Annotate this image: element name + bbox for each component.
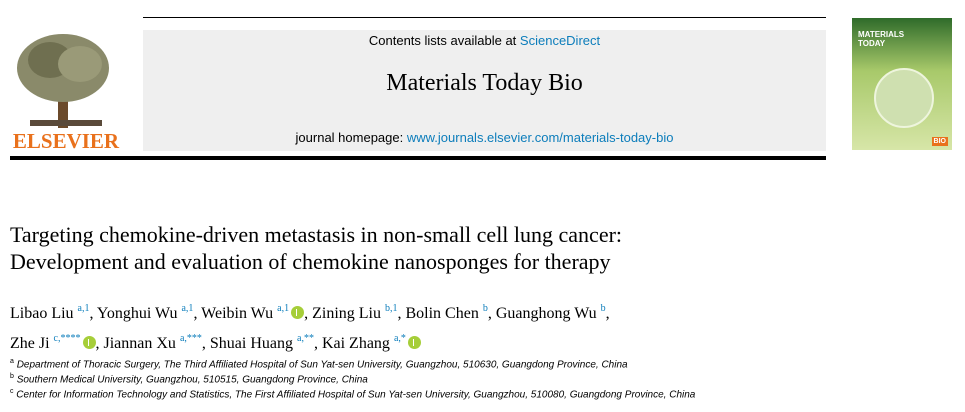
title-line: Targeting chemokine-driven metastasis in…	[10, 222, 623, 247]
cover-title: MATERIALS TODAY	[858, 30, 905, 48]
author-sup[interactable]: c,****	[53, 333, 81, 344]
publisher-name: ELSEVIER	[13, 129, 120, 152]
author-name: Kai Zhang	[321, 335, 390, 352]
article-title: Targeting chemokine-driven metastasis in…	[10, 221, 622, 275]
affiliation-label: b	[10, 373, 14, 380]
top-rule	[143, 17, 826, 18]
title-line: Development and evaluation of chemokine …	[10, 249, 611, 274]
author-sup[interactable]: a,*	[393, 333, 406, 344]
author-name: Bolin Chen	[405, 305, 479, 322]
separator: ,	[313, 335, 318, 352]
author-list: Libao Liu a,1, Yonghui Wu a,1, Weibin Wu…	[10, 296, 950, 356]
affiliation-label: c	[10, 388, 14, 395]
journal-name: Materials Today Bio	[386, 70, 583, 96]
author-sup[interactable]: a,1	[77, 303, 90, 314]
affiliation-label: a	[10, 358, 14, 365]
author-sup[interactable]: a,***	[179, 333, 202, 344]
separator: ,	[397, 305, 402, 322]
author-sup[interactable]: a,1	[277, 303, 290, 314]
author-sup[interactable]: a,**	[297, 333, 314, 344]
author-name: Libao Liu	[10, 305, 74, 322]
contents-link[interactable]: ScienceDirect	[519, 33, 601, 48]
affiliation-text: Center for Information Technology and St…	[16, 389, 696, 401]
author-name: Jiannan Xu	[103, 335, 176, 352]
publisher-logo: ELSEVIER	[13, 34, 120, 152]
affiliation-text: Department of Thoracic Surgery, The Thir…	[16, 359, 628, 371]
homepage-prefix: journal homepage:	[295, 130, 404, 145]
separator: ,	[487, 305, 492, 322]
journal-box: Contents lists available at ScienceDirec…	[143, 30, 826, 151]
header-rule	[10, 156, 826, 160]
affiliation: c Center for Information Technology and …	[10, 388, 695, 400]
author-name: Guanghong Wu	[495, 305, 597, 322]
affiliation: b Southern Medical University, Guangzhou…	[10, 373, 368, 385]
orcid-icon[interactable]	[82, 336, 96, 349]
separator: ,	[95, 335, 100, 352]
contents-line: Contents lists available at ScienceDirec…	[143, 33, 826, 48]
author-name: Shuai Huang	[209, 335, 293, 352]
affiliation: a Department of Thoracic Surgery, The Th…	[10, 358, 628, 370]
author-name: Yonghui Wu	[96, 305, 178, 322]
separator: ,	[201, 335, 206, 352]
separator: ,	[605, 305, 610, 322]
homepage-line: journal homepage: www.journals.elsevier.…	[143, 130, 826, 145]
homepage-link[interactable]: www.journals.elsevier.com/materials-toda…	[406, 130, 674, 145]
journal-cover: MATERIALS TODAY BIO	[852, 18, 952, 150]
author-name: Weibin Wu	[201, 305, 274, 322]
orcid-icon[interactable]	[407, 336, 421, 349]
author-sup[interactable]: b	[600, 303, 606, 314]
author-name: Zhe Ji	[10, 335, 50, 352]
author-name: Zining Liu	[312, 305, 381, 322]
separator: ,	[304, 305, 309, 322]
contents-prefix: Contents lists available at	[368, 33, 517, 48]
cover-badge: BIO	[931, 137, 948, 146]
orcid-icon[interactable]	[291, 306, 305, 319]
separator: ,	[193, 305, 198, 322]
cover-image	[874, 68, 934, 128]
author-sup[interactable]: b,1	[384, 303, 398, 314]
author-sup[interactable]: a,1	[181, 303, 194, 314]
separator: ,	[89, 305, 94, 322]
author-sup[interactable]: b	[482, 303, 488, 314]
affiliation-text: Southern Medical University, Guangzhou, …	[16, 374, 368, 386]
